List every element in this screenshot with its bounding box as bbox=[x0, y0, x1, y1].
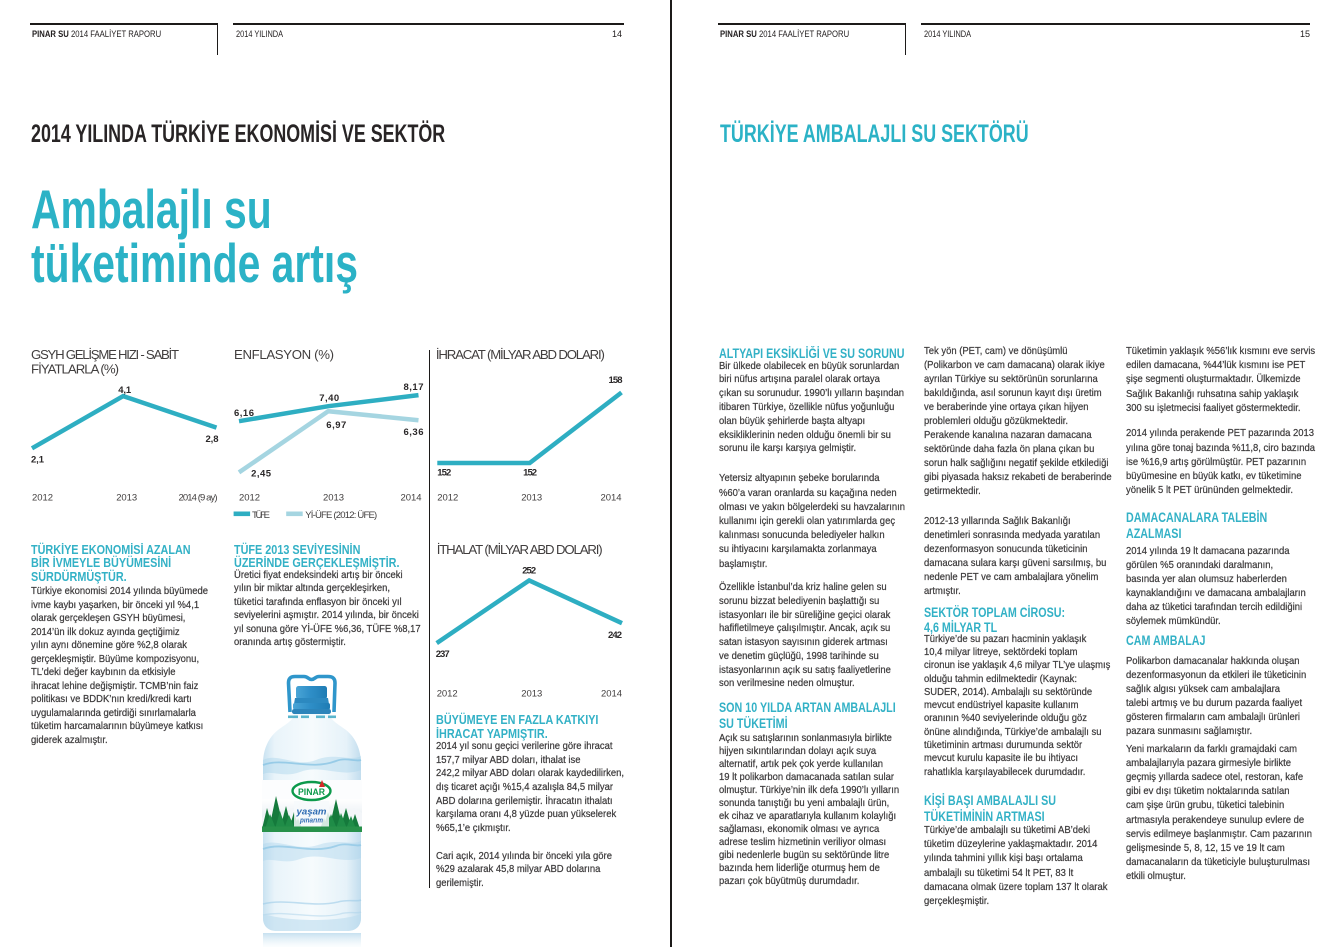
svg-text:GSYH GELİŞME HIZI - SABİT: GSYH GELİŞME HIZI - SABİT bbox=[31, 347, 179, 362]
svg-text:2013: 2013 bbox=[521, 492, 542, 503]
svg-text:2012: 2012 bbox=[437, 688, 458, 699]
svg-text:Yİ-ÜFE (2012: ÜFE): Yİ-ÜFE (2012: ÜFE) bbox=[305, 510, 377, 521]
svg-text:158: 158 bbox=[609, 375, 623, 386]
svg-text:6,36: 6,36 bbox=[404, 427, 424, 438]
svg-text:8,17: 8,17 bbox=[404, 382, 424, 393]
svg-text:2013: 2013 bbox=[323, 492, 344, 503]
svg-text:6,97: 6,97 bbox=[326, 420, 346, 431]
svg-text:2012: 2012 bbox=[437, 492, 458, 503]
svg-text:2,1: 2,1 bbox=[31, 454, 45, 465]
svg-text:ENFLASYON (%): ENFLASYON (%) bbox=[234, 347, 334, 362]
svg-text:237: 237 bbox=[436, 649, 450, 660]
svg-text:4,1: 4,1 bbox=[118, 385, 132, 396]
svg-text:FİYATLARLA (%): FİYATLARLA (%) bbox=[31, 361, 119, 376]
svg-text:2012: 2012 bbox=[32, 492, 53, 503]
svg-text:2013: 2013 bbox=[116, 492, 137, 503]
svg-text:2014: 2014 bbox=[601, 492, 622, 503]
svg-text:2014 (9 ay): 2014 (9 ay) bbox=[179, 492, 218, 503]
svg-text:2013: 2013 bbox=[521, 688, 542, 699]
svg-text:İHRACAT (MİLYAR ABD DOLARI): İHRACAT (MİLYAR ABD DOLARI) bbox=[436, 347, 605, 362]
svg-text:2,45: 2,45 bbox=[251, 468, 272, 479]
svg-text:İTHALAT (MİLYAR ABD DOLARI): İTHALAT (MİLYAR ABD DOLARI) bbox=[437, 542, 603, 557]
svg-text:7,40: 7,40 bbox=[319, 393, 339, 404]
svg-text:PINAR: PINAR bbox=[298, 787, 325, 798]
svg-text:152: 152 bbox=[523, 467, 537, 478]
svg-text:152: 152 bbox=[437, 467, 451, 478]
svg-text:252: 252 bbox=[522, 566, 536, 577]
svg-text:242: 242 bbox=[608, 630, 622, 641]
svg-text:2014: 2014 bbox=[601, 688, 622, 699]
svg-text:6,16: 6,16 bbox=[234, 408, 254, 419]
svg-text:yaşam: yaşam bbox=[295, 807, 327, 818]
svg-text:2,8: 2,8 bbox=[206, 434, 219, 445]
svg-text:TÜFE: TÜFE bbox=[252, 510, 270, 521]
svg-text:2012: 2012 bbox=[239, 492, 260, 503]
svg-text:2014: 2014 bbox=[401, 492, 422, 503]
svg-text:pınarım: pınarım bbox=[299, 818, 323, 825]
